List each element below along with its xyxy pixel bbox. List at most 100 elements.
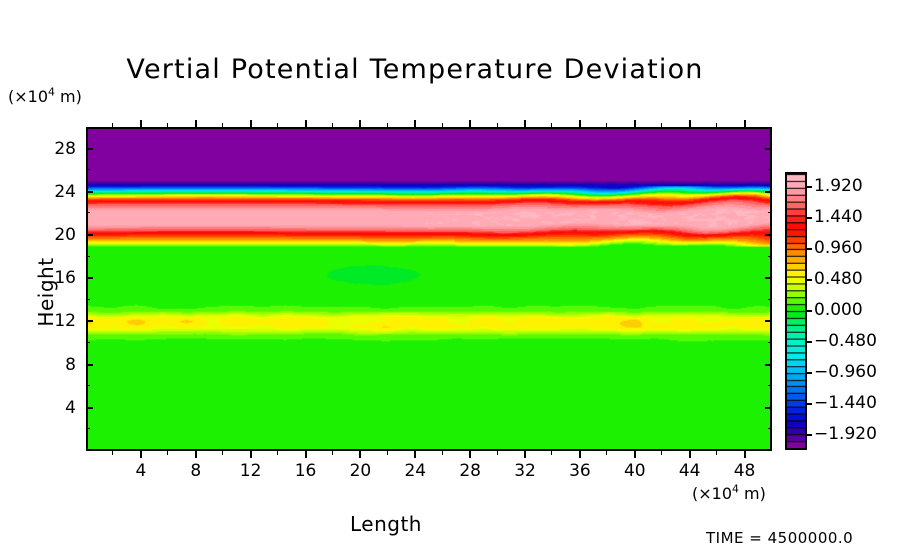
x-tick-top <box>277 123 279 127</box>
y-tick-left <box>86 190 93 193</box>
x-tick-top <box>139 120 142 127</box>
x-tick-top <box>331 123 333 127</box>
x-tick-bottom <box>578 451 581 458</box>
x-tick-bottom <box>524 451 527 458</box>
x-tick-top <box>496 123 498 127</box>
colorbar-tick <box>807 248 812 251</box>
x-tick-top <box>441 123 443 127</box>
temperature-deviation-field <box>88 129 770 449</box>
x-tick-bottom <box>441 451 443 455</box>
y-tick-left <box>86 212 90 214</box>
y-tick-left <box>86 234 93 236</box>
x-tick-label: 28 <box>459 461 481 481</box>
x-tick-bottom <box>139 451 142 458</box>
x-tick-top <box>606 123 608 127</box>
y-tick-label: 28 <box>54 138 76 159</box>
x-tick-bottom <box>551 451 553 455</box>
x-tick-bottom <box>112 451 114 455</box>
y-tick-left <box>86 147 93 150</box>
y-tick-label: 12 <box>54 311 76 332</box>
y-tick-right <box>765 363 772 366</box>
colorbar-tick-label: −0.480 <box>814 330 877 351</box>
y-tick-right <box>768 212 772 214</box>
y-tick-right <box>765 147 772 150</box>
y-tick-left <box>86 298 90 300</box>
x-tick-bottom <box>469 451 472 458</box>
y-axis-unit-label: (×104 m) <box>8 85 82 106</box>
x-tick-top <box>578 120 581 127</box>
x-tick-bottom <box>716 451 718 455</box>
colorbar-tick-label: 0.000 <box>814 300 863 320</box>
colorbar-tick <box>807 279 812 282</box>
y-axis-label: Height <box>34 257 58 327</box>
x-tick-top <box>194 120 197 127</box>
x-tick-bottom <box>496 451 498 455</box>
y-tick-left <box>86 320 93 323</box>
x-tick-label: 32 <box>514 461 536 481</box>
y-tick-left <box>86 169 90 171</box>
y-tick-left <box>86 385 90 387</box>
x-tick-top <box>112 123 114 127</box>
y-tick-label: 20 <box>54 225 76 245</box>
y-tick-left <box>86 363 93 366</box>
x-tick-label: 48 <box>733 461 756 481</box>
x-tick-bottom <box>606 451 608 455</box>
colorbar-tick-label: −1.440 <box>814 392 877 413</box>
x-tick-label: 44 <box>678 461 701 481</box>
y-tick-label: 24 <box>54 181 76 202</box>
time-annotation: TIME = 4500000.0 <box>706 529 854 547</box>
x-tick-bottom <box>277 451 279 455</box>
x-tick-label: 24 <box>404 461 427 481</box>
x-tick-bottom <box>688 451 691 458</box>
y-tick-label: 4 <box>65 397 76 418</box>
x-tick-top <box>359 120 362 127</box>
colorbar-tick-label: −0.960 <box>814 361 877 382</box>
x-tick-top <box>661 123 663 127</box>
chart-title: Vertial Potential Temperature Deviation <box>126 54 704 85</box>
x-tick-top <box>688 120 691 127</box>
x-tick-bottom <box>386 451 388 455</box>
x-tick-top <box>167 123 169 127</box>
y-tick-right <box>768 342 772 343</box>
y-tick-right <box>768 298 772 300</box>
colorbar-tick-label: 1.440 <box>814 207 863 228</box>
x-tick-top <box>469 120 472 127</box>
x-tick-label: 4 <box>135 461 147 481</box>
x-axis-label: Length <box>350 512 422 536</box>
x-tick-bottom <box>414 451 417 458</box>
x-tick-bottom <box>743 451 746 458</box>
x-tick-label: 20 <box>349 461 372 481</box>
x-axis-unit-label: (×104 m) <box>692 482 766 503</box>
x-tick-label: 36 <box>569 461 591 481</box>
y-tick-label: 16 <box>54 268 76 289</box>
y-tick-right <box>765 320 772 323</box>
colorbar-tick <box>807 186 812 189</box>
y-tick-right <box>768 255 772 257</box>
colorbar-tick <box>807 371 812 374</box>
y-tick-left <box>86 428 90 430</box>
colorbar <box>785 172 807 450</box>
colorbar-tick <box>807 310 812 312</box>
x-tick-bottom <box>167 451 169 455</box>
colorbar-tick-label: 1.920 <box>814 176 863 197</box>
y-tick-right <box>765 406 772 409</box>
x-tick-label: 16 <box>294 461 317 481</box>
colorbar-tick <box>807 402 812 405</box>
y-tick-right <box>768 428 772 430</box>
x-tick-top <box>249 120 252 127</box>
y-tick-right <box>768 385 772 387</box>
y-tick-right <box>768 169 772 171</box>
colorbar-tick-label: 0.960 <box>814 238 863 259</box>
y-tick-right <box>765 234 772 236</box>
x-tick-top <box>414 120 417 127</box>
x-tick-top <box>551 123 553 127</box>
y-tick-left <box>86 255 90 257</box>
x-tick-top <box>743 120 746 127</box>
x-tick-top <box>633 120 636 127</box>
x-tick-bottom <box>359 451 362 458</box>
y-tick-right <box>765 190 772 193</box>
y-tick-left <box>86 277 93 280</box>
x-tick-label: 12 <box>239 461 262 481</box>
x-tick-top <box>386 123 388 127</box>
colorbar-tick-label: 0.480 <box>814 269 863 290</box>
